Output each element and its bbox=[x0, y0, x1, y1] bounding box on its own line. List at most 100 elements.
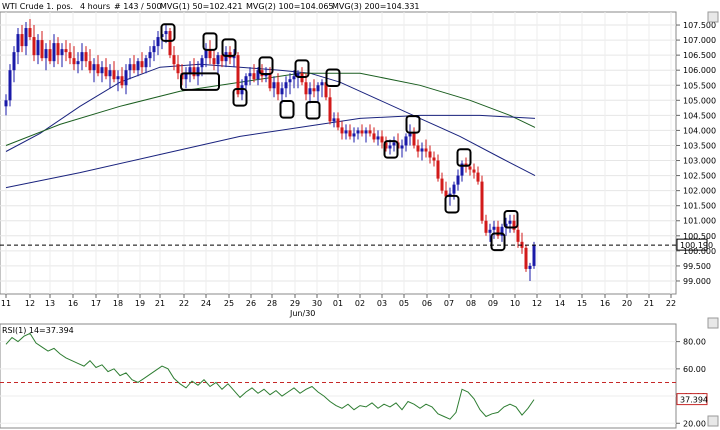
candle-body bbox=[284, 82, 288, 89]
candle-body bbox=[324, 82, 328, 98]
candle-body bbox=[444, 190, 448, 197]
rsi-last-value: 37.394 bbox=[680, 396, 708, 405]
moving-average-lines bbox=[5, 63, 536, 189]
candle-body bbox=[348, 130, 352, 137]
candle-body bbox=[276, 82, 280, 95]
candle-body bbox=[412, 133, 416, 146]
candle-body bbox=[88, 61, 92, 71]
candle-body bbox=[380, 136, 384, 143]
candle-body bbox=[304, 82, 308, 95]
marker-box bbox=[221, 38, 237, 57]
price-tick-label: 100.500 bbox=[683, 232, 716, 241]
date-tick-label: 10 bbox=[510, 299, 520, 308]
candle-body bbox=[172, 55, 176, 65]
candle-body bbox=[420, 148, 424, 152]
candle-body bbox=[532, 245, 536, 266]
marker-box bbox=[405, 115, 421, 134]
price-tick-label: 100.000 bbox=[683, 247, 716, 256]
date-tick-label: 15 bbox=[577, 299, 587, 308]
candle-body bbox=[500, 226, 504, 236]
marker-box bbox=[180, 72, 220, 91]
date-tick-label: 14 bbox=[555, 299, 565, 308]
candle-body bbox=[488, 229, 492, 233]
candle-body bbox=[388, 145, 392, 149]
panel-scroll-handle-mid[interactable] bbox=[707, 317, 719, 329]
date-tick-label: 03 bbox=[377, 299, 387, 308]
marker-box bbox=[232, 88, 248, 107]
header-bars: # 143 / 500 bbox=[114, 2, 162, 11]
candle-body bbox=[96, 64, 100, 74]
candle-body bbox=[100, 67, 104, 74]
price-tick-label: 102.000 bbox=[683, 187, 716, 196]
candle-body bbox=[452, 184, 456, 194]
date-tick-label: 22 bbox=[666, 299, 676, 308]
date-tick-label: 21 bbox=[155, 299, 165, 308]
marker-box bbox=[279, 100, 295, 119]
candle-body bbox=[76, 61, 80, 65]
panel-scroll-handle-bottom[interactable] bbox=[707, 415, 719, 427]
candle-body bbox=[40, 40, 44, 59]
candle-body bbox=[424, 148, 428, 152]
candle-body bbox=[168, 31, 172, 56]
candle-body bbox=[460, 163, 464, 176]
rsi-label: RSI(1) 14=37.394 bbox=[2, 326, 74, 335]
candle-body bbox=[368, 130, 372, 134]
rsi-last-tag bbox=[676, 393, 708, 406]
candle-body bbox=[476, 172, 480, 182]
candlesticks bbox=[4, 19, 536, 281]
candle-body bbox=[144, 58, 148, 68]
candle-body bbox=[392, 142, 396, 146]
candle-body bbox=[44, 49, 48, 59]
candle-body bbox=[376, 136, 380, 140]
moving-average-line bbox=[5, 63, 536, 177]
rsi-line bbox=[5, 332, 535, 420]
marker-box bbox=[383, 140, 399, 159]
header-mvg3: MVG(3) 200=104.331 bbox=[332, 2, 420, 11]
header-timeframe: 4 hours bbox=[80, 2, 110, 11]
candle-body bbox=[352, 133, 356, 137]
panel-scroll-handle-top[interactable] bbox=[707, 11, 719, 23]
date-tick-label: 12 bbox=[532, 299, 542, 308]
moving-average-line bbox=[5, 72, 536, 146]
candle-body bbox=[468, 166, 472, 170]
date-tick-label: 21 bbox=[644, 299, 654, 308]
header-mvg1: MVG(1) 50=102.421 bbox=[160, 2, 242, 11]
candle-body bbox=[200, 58, 204, 68]
date-tick-label: 29 bbox=[290, 299, 300, 308]
rsi-tick-label: 80.00 bbox=[683, 338, 706, 347]
candle-body bbox=[204, 49, 208, 59]
candle-body bbox=[432, 157, 436, 161]
price-tick-label: 103.500 bbox=[683, 141, 716, 150]
candle-body bbox=[104, 67, 108, 77]
candle-body bbox=[112, 70, 116, 80]
candle-body bbox=[36, 40, 40, 56]
candle-body bbox=[472, 169, 476, 173]
price-tick-label: 105.500 bbox=[683, 81, 716, 90]
candle-body bbox=[248, 73, 252, 77]
header-mvg2: MVG(2) 100=104.065 bbox=[246, 2, 334, 11]
date-tick-label: 13 bbox=[45, 299, 55, 308]
candle-body bbox=[56, 43, 60, 56]
candle-body bbox=[480, 181, 484, 221]
marker-box bbox=[294, 59, 310, 78]
candle-body bbox=[220, 55, 224, 62]
candle-body bbox=[364, 130, 368, 134]
price-tick-label: 99.000 bbox=[683, 277, 711, 286]
candle-body bbox=[528, 265, 532, 269]
candle-body bbox=[292, 76, 296, 80]
candle-body bbox=[140, 61, 144, 68]
candle-body bbox=[280, 88, 284, 95]
last-price-line: 100.190 bbox=[0, 238, 713, 251]
candle-body bbox=[508, 220, 512, 224]
candle-body bbox=[268, 73, 272, 89]
candle-body bbox=[188, 67, 192, 74]
price-tick-label: 101.000 bbox=[683, 217, 716, 226]
marker-box bbox=[202, 32, 218, 51]
date-tick-label: 28 bbox=[267, 299, 277, 308]
candle-body bbox=[116, 76, 120, 80]
price-tick-label: 104.000 bbox=[683, 126, 716, 135]
rsi-series-line bbox=[5, 332, 535, 420]
price-tick-label: 107.000 bbox=[683, 36, 716, 45]
price-axis-ticks: 107.500 107.000 106.500 106.000 105.500 105.0… bbox=[676, 21, 716, 286]
candle-body bbox=[192, 67, 196, 77]
